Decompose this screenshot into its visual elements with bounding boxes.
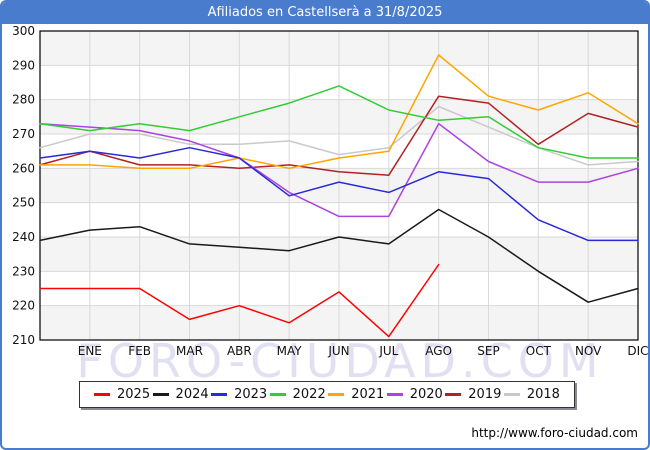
legend-label-2019: 2019 [468, 387, 502, 402]
legend-label-2023: 2023 [234, 387, 268, 402]
legend-swatch-2018 [503, 393, 520, 396]
legend-swatch-2025 [94, 393, 110, 396]
legend-item-2023: 2023 [211, 387, 267, 402]
x-tick-label-oct: OCT [526, 344, 552, 358]
x-tick-label-ene: ENE [78, 344, 102, 358]
series-line-2024 [39, 208, 639, 303]
legend-item-2018: 2018 [503, 387, 560, 402]
legend: 2025 2024 2023 2022 2021 2020 2019 2018 [79, 381, 575, 408]
watermark: FORO-CIUDAD.COM [76, 334, 603, 388]
y-tick-label: 230 [12, 264, 35, 278]
plot-border [39, 30, 639, 341]
y-tick-label: 260 [12, 161, 35, 175]
legend-label-2022: 2022 [292, 387, 326, 402]
y-tick-label: 280 [12, 93, 35, 107]
x-tick-label-jun: JUN [327, 344, 349, 358]
x-tick-label-abr: ABR [227, 344, 252, 358]
legend-item-2021: 2021 [328, 387, 384, 402]
x-tick-label-sep: SEP [477, 344, 499, 358]
y-tick-label: 270 [12, 127, 35, 141]
x-tick-label-mar: MAR [176, 344, 203, 358]
series-line-2020 [39, 122, 639, 218]
legend-label-2018: 2018 [526, 387, 560, 402]
series-line-2019 [39, 95, 639, 176]
y-tick-label: 240 [12, 230, 35, 244]
legend-swatch-2020 [386, 393, 403, 396]
footer-url-link[interactable]: http://www.foro-ciudad.com [471, 426, 638, 440]
legend-swatch-2019 [445, 393, 462, 396]
x-axis-labels: ENE FEB MAR ABR MAY JUN JUL AGO SEP OCT NOV DIC [78, 344, 648, 358]
series-line-2025 [39, 263, 440, 338]
series-line-2021 [39, 54, 639, 170]
x-tick-label-jul: JUL [378, 344, 398, 358]
series-line-2023 [39, 146, 639, 242]
legend-label-2025: 2025 [117, 387, 151, 402]
legend-swatch-2023 [211, 393, 228, 396]
legend-swatch-2024 [152, 393, 169, 396]
legend-item-2020: 2020 [386, 387, 443, 402]
legend-item-2022: 2022 [269, 387, 326, 402]
series-line-2022 [39, 85, 639, 159]
legend-label-2021: 2021 [351, 387, 385, 402]
x-tick-label-dic: DIC [627, 344, 648, 358]
y-tick-label: 290 [12, 58, 35, 72]
legend-item-2024: 2024 [152, 387, 209, 402]
legend-swatch-2021 [328, 393, 345, 396]
series-lines [39, 54, 639, 338]
legend-swatch-2022 [269, 393, 286, 396]
y-tick-label: 210 [12, 333, 35, 347]
x-tick-label-ago: AGO [425, 344, 452, 358]
y-tick-label: 300 [12, 24, 35, 38]
y-axis-labels: 210 220 230 240 250 260 270 280 290 300 [12, 24, 35, 347]
x-tick-label-may: MAY [277, 344, 303, 358]
legend-item-2025: 2025 [94, 387, 150, 402]
legend-label-2020: 2020 [409, 387, 443, 402]
y-tick-label: 250 [12, 196, 35, 210]
y-tick-label: 220 [12, 299, 35, 313]
legend-label-2024: 2024 [175, 387, 209, 402]
legend-item-2019: 2019 [445, 387, 501, 402]
x-tick-label-feb: FEB [128, 344, 151, 358]
chart-title: Afiliados en Castellserà a 31/8/2025 [2, 2, 648, 24]
x-tick-label-nov: NOV [575, 344, 602, 358]
